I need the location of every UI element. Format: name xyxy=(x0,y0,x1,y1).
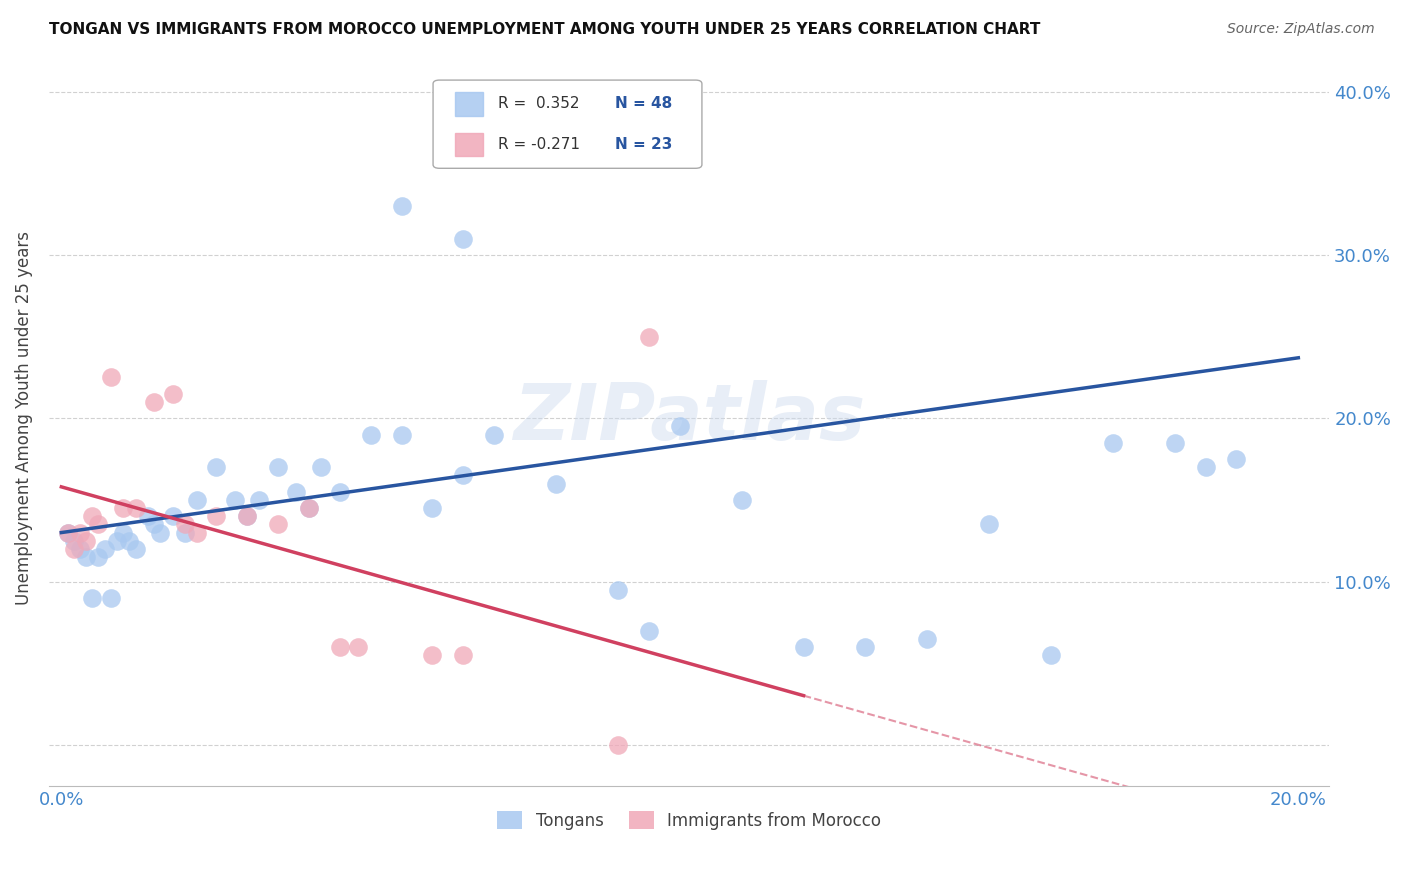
Point xyxy=(347,640,370,654)
Point xyxy=(360,427,382,442)
Point xyxy=(69,525,91,540)
Point xyxy=(162,509,184,524)
Text: R =  0.352: R = 0.352 xyxy=(498,96,579,112)
Point xyxy=(391,199,413,213)
Point xyxy=(484,427,506,442)
Point xyxy=(112,501,135,516)
Point xyxy=(162,386,184,401)
Point xyxy=(62,541,84,556)
Point xyxy=(100,591,122,605)
Point xyxy=(422,648,444,662)
Point xyxy=(607,582,630,597)
Legend: Tongans, Immigrants from Morocco: Tongans, Immigrants from Morocco xyxy=(491,805,887,837)
Bar xyxy=(454,133,484,156)
Point xyxy=(149,525,172,540)
Point xyxy=(977,517,1000,532)
Point xyxy=(669,419,692,434)
Point xyxy=(93,541,115,556)
Point xyxy=(1039,648,1062,662)
Point xyxy=(267,517,290,532)
Point xyxy=(1101,435,1123,450)
Point xyxy=(638,624,661,638)
Point xyxy=(174,517,197,532)
Point xyxy=(224,492,246,507)
Point xyxy=(69,541,91,556)
Point xyxy=(56,525,79,540)
Point xyxy=(56,525,79,540)
Point xyxy=(329,640,352,654)
Point xyxy=(638,329,661,343)
Point xyxy=(298,501,321,516)
Point xyxy=(298,501,321,516)
Point xyxy=(124,501,146,516)
Point xyxy=(186,492,208,507)
Point xyxy=(75,550,97,565)
Point xyxy=(285,484,308,499)
Point xyxy=(236,509,259,524)
Text: Source: ZipAtlas.com: Source: ZipAtlas.com xyxy=(1227,22,1375,37)
Point xyxy=(124,541,146,556)
Point xyxy=(105,533,128,548)
Point xyxy=(136,509,159,524)
Point xyxy=(236,509,259,524)
Point xyxy=(247,492,270,507)
Text: ZIPatlas: ZIPatlas xyxy=(513,380,865,456)
Point xyxy=(112,525,135,540)
Point xyxy=(1163,435,1185,450)
Point xyxy=(186,525,208,540)
Point xyxy=(174,525,197,540)
Point xyxy=(87,517,110,532)
Point xyxy=(915,632,938,646)
Bar xyxy=(454,92,484,116)
Point xyxy=(422,501,444,516)
Text: N = 23: N = 23 xyxy=(614,136,672,152)
Point xyxy=(118,533,141,548)
Text: R = -0.271: R = -0.271 xyxy=(498,136,581,152)
Point xyxy=(143,517,166,532)
Point xyxy=(607,738,630,752)
Point xyxy=(87,550,110,565)
Y-axis label: Unemployment Among Youth under 25 years: Unemployment Among Youth under 25 years xyxy=(15,231,32,606)
Point xyxy=(453,231,475,245)
FancyBboxPatch shape xyxy=(433,80,702,169)
Point xyxy=(143,395,166,409)
Text: N = 48: N = 48 xyxy=(616,96,672,112)
Point xyxy=(793,640,815,654)
Point xyxy=(391,427,413,442)
Point xyxy=(329,484,352,499)
Text: TONGAN VS IMMIGRANTS FROM MOROCCO UNEMPLOYMENT AMONG YOUTH UNDER 25 YEARS CORREL: TONGAN VS IMMIGRANTS FROM MOROCCO UNEMPL… xyxy=(49,22,1040,37)
Point xyxy=(82,509,104,524)
Point xyxy=(205,460,228,475)
Point xyxy=(1225,452,1247,467)
Point xyxy=(853,640,876,654)
Point xyxy=(546,476,568,491)
Point xyxy=(267,460,290,475)
Point xyxy=(82,591,104,605)
Point xyxy=(205,509,228,524)
Point xyxy=(731,492,754,507)
Point xyxy=(100,370,122,384)
Point xyxy=(453,648,475,662)
Point xyxy=(62,533,84,548)
Point xyxy=(309,460,332,475)
Point xyxy=(453,468,475,483)
Point xyxy=(75,533,97,548)
Point xyxy=(1194,460,1216,475)
